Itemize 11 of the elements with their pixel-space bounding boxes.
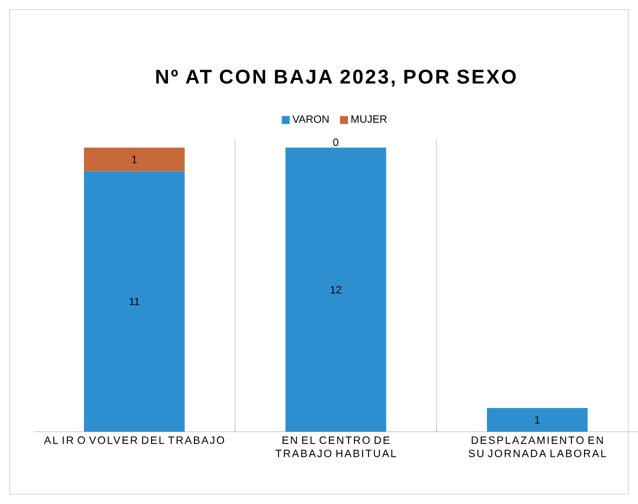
- legend-label: VARON: [292, 116, 328, 124]
- data-label: 11: [130, 298, 140, 306]
- legend-label: MUJER: [351, 116, 387, 123]
- x-tick-label: EN EL CENTRO DE TRABAJO HABITUAL: [276, 436, 396, 458]
- data-label: 1: [132, 156, 137, 164]
- data-label: 1: [535, 416, 540, 424]
- x-tick-label: AL IR O VOLVER DEL TRABAJO: [44, 436, 224, 444]
- data-label: 0: [333, 138, 338, 146]
- chart-title: Nº AT CON BAJA 2023, POR SEXO: [156, 70, 516, 87]
- data-label: 12: [330, 286, 342, 294]
- x-tick-label: DESPLAZAMIENTO EN SU JORNADA LABORAL: [468, 436, 606, 458]
